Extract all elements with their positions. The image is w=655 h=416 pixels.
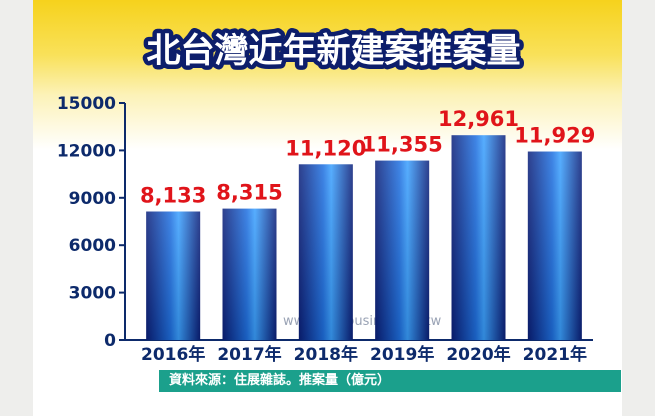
y-tick-label: 9000 — [69, 189, 116, 209]
x-category-label: 2016年 — [141, 344, 205, 365]
chart-card: 北台灣近年新建案推案量 北台灣近年新建案推案量 0 3000 6000 9000 1200… — [33, 0, 622, 416]
bar-shade — [298, 164, 353, 340]
x-category-label: 2017年 — [217, 344, 281, 365]
bar-shade — [527, 151, 582, 340]
bar-shade — [146, 211, 201, 340]
data-label: 8,133 — [140, 183, 206, 207]
x-category-label: 2021年 — [523, 344, 587, 365]
chart-title: 北台灣近年新建案推案量 — [147, 31, 521, 71]
data-label: 11,929 — [514, 124, 595, 148]
data-label: 8,315 — [216, 181, 282, 205]
data-label: 11,120 — [285, 136, 366, 160]
y-tick-label: 0 — [104, 331, 116, 351]
chart-title-outline: 北台灣近年新建案推案量 — [147, 31, 521, 71]
y-tick-label: 12000 — [57, 141, 116, 161]
y-tick-label: 15000 — [57, 94, 116, 114]
bar-shade — [451, 135, 506, 340]
x-category-label: 2019年 — [370, 344, 434, 365]
bar-shade — [375, 160, 430, 340]
y-tick-label: 6000 — [69, 236, 116, 256]
bar-shade — [222, 208, 277, 340]
data-label: 12,961 — [438, 107, 519, 131]
source-note: 資料來源：住展雜誌。推案量（億元） — [159, 370, 621, 392]
y-tick-label: 3000 — [69, 284, 116, 304]
x-category-label: 2020年 — [446, 344, 510, 365]
x-category-label: 2018年 — [294, 344, 358, 365]
data-label: 11,355 — [362, 133, 443, 157]
